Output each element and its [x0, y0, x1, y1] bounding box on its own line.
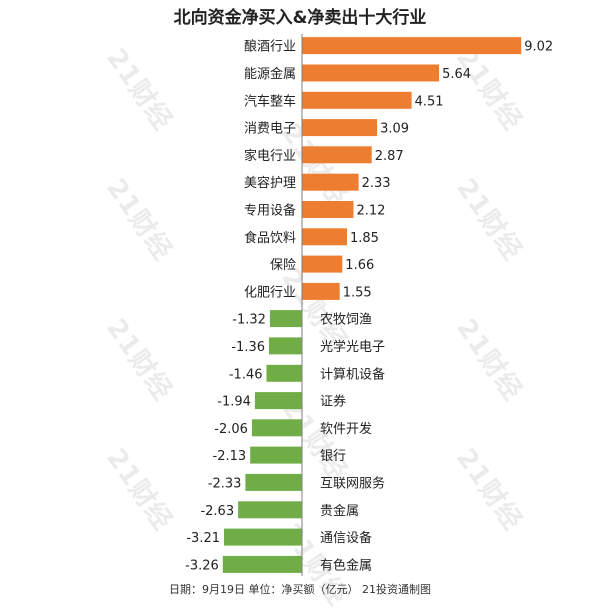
category-label: 通信设备 — [320, 530, 372, 546]
value-label: 5.64 — [442, 67, 471, 82]
category-label: 美容护理 — [244, 175, 296, 191]
bar-银行 — [250, 446, 302, 464]
category-label: 专用设备 — [244, 203, 296, 219]
value-label: 2.87 — [375, 149, 404, 164]
category-label: 银行 — [320, 449, 346, 464]
value-label: 9.02 — [524, 40, 553, 55]
value-label: -1.94 — [217, 395, 251, 410]
value-label: -2.06 — [214, 422, 248, 437]
category-label: 消费电子 — [244, 122, 296, 137]
value-label: -2.63 — [200, 504, 234, 519]
value-label: 1.85 — [350, 231, 379, 246]
bar-农牧饲渔 — [269, 310, 302, 328]
category-label: 证券 — [320, 394, 346, 410]
value-label: -1.32 — [232, 313, 266, 328]
bar-互联网服务 — [245, 473, 302, 491]
bar-保险 — [302, 255, 343, 273]
bar-光学光电子 — [269, 337, 302, 355]
bar-有色金属 — [222, 555, 302, 573]
bar-证券 — [254, 392, 302, 410]
category-label: 软件开发 — [320, 421, 372, 437]
bar-计算机设备 — [266, 364, 302, 382]
value-label: 2.33 — [362, 176, 391, 191]
value-label: -3.26 — [185, 558, 219, 573]
bar-化肥行业 — [302, 282, 340, 300]
value-label: 1.66 — [345, 258, 374, 273]
bar-消费电子 — [302, 119, 378, 137]
value-label: -1.36 — [231, 340, 265, 355]
bar-家电行业 — [302, 146, 372, 164]
category-label: 家电行业 — [244, 148, 296, 164]
value-label: -2.33 — [208, 476, 242, 491]
bar-通信设备 — [224, 528, 302, 546]
category-label: 食品饮料 — [244, 230, 296, 246]
category-label: 互联网服务 — [320, 475, 385, 491]
value-label: 2.12 — [357, 204, 386, 219]
category-label: 酿酒行业 — [244, 39, 296, 55]
bar-酿酒行业 — [302, 37, 522, 55]
bar-美容护理 — [302, 173, 359, 191]
value-label: 3.09 — [380, 122, 409, 137]
category-label: 贵金属 — [320, 503, 359, 519]
category-label: 计算机设备 — [320, 366, 385, 382]
bar-贵金属 — [238, 501, 302, 519]
category-label: 农牧饲渔 — [320, 313, 372, 328]
value-label: -2.13 — [213, 449, 247, 464]
footer-note: 日期：9月19日 单位：净买额（亿元） 21投资通制图 — [169, 583, 431, 596]
category-label: 化肥行业 — [244, 285, 296, 300]
bar-专用设备 — [302, 201, 354, 218]
category-label: 有色金属 — [320, 557, 372, 573]
bar-软件开发 — [251, 419, 302, 437]
category-label: 能源金属 — [244, 66, 296, 82]
value-label: -1.46 — [229, 367, 263, 382]
category-label: 光学光电子 — [320, 339, 385, 355]
bar-食品饮料 — [302, 228, 347, 246]
bar-能源金属 — [302, 64, 440, 82]
bar-汽车整车 — [302, 91, 412, 109]
chart-title: 北向资金净买入&净卖出十大行业 — [173, 8, 427, 28]
value-label: -3.21 — [186, 531, 220, 546]
category-label: 保险 — [270, 258, 296, 273]
value-label: 1.55 — [343, 285, 372, 300]
value-label: 4.51 — [415, 94, 444, 109]
category-label: 汽车整车 — [244, 93, 296, 109]
